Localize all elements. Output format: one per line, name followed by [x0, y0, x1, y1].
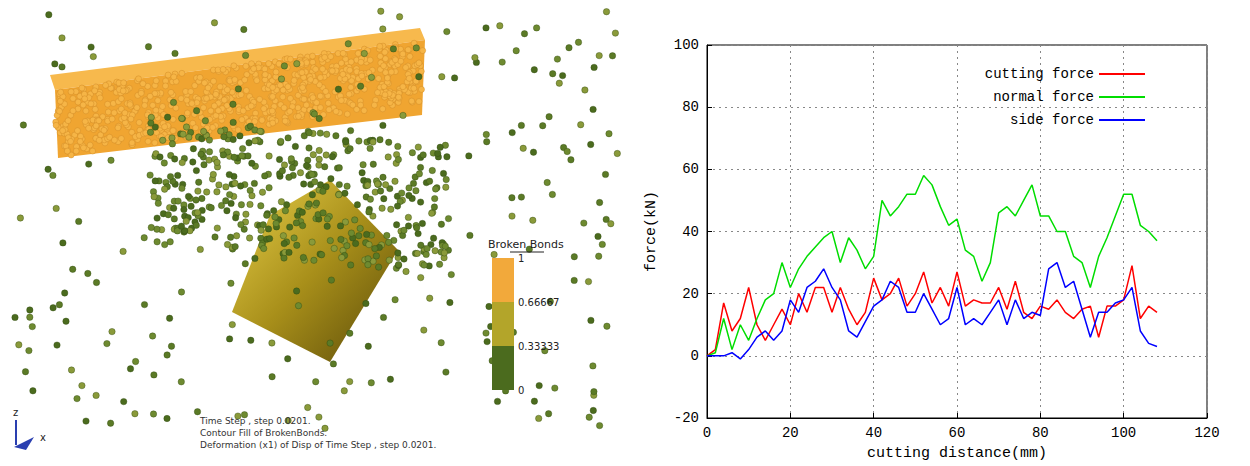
svg-text:z: z	[13, 407, 18, 418]
svg-text:cutting distance(mm): cutting distance(mm)	[867, 445, 1047, 462]
svg-text:0: 0	[518, 385, 524, 396]
svg-text:0: 0	[703, 425, 711, 441]
svg-text:80: 80	[682, 99, 699, 115]
svg-text:Time Step , step 0.0201.: Time Step , step 0.0201.	[199, 416, 311, 426]
svg-text:80: 80	[1032, 425, 1049, 441]
svg-text:20: 20	[682, 286, 699, 302]
svg-text:40: 40	[682, 224, 699, 240]
svg-text:cutting force: cutting force	[985, 66, 1094, 82]
svg-text:Contour Fill of BrokenBonds.: Contour Fill of BrokenBonds.	[200, 428, 327, 438]
svg-text:0.33333: 0.33333	[518, 341, 559, 352]
svg-text:60: 60	[949, 425, 966, 441]
svg-text:20: 20	[782, 425, 799, 441]
svg-text:x: x	[40, 432, 46, 443]
svg-text:Deformation (x1) of Disp of Ti: Deformation (x1) of Disp of Time Step , …	[200, 440, 436, 450]
svg-text:120: 120	[1194, 425, 1219, 441]
svg-text:Broken Bonds: Broken Bonds	[488, 238, 564, 251]
svg-text:100: 100	[674, 37, 699, 53]
svg-text:60: 60	[682, 161, 699, 177]
svg-text:100: 100	[1111, 425, 1136, 441]
svg-text:side force: side force	[1010, 112, 1094, 128]
svg-text:normal force: normal force	[993, 89, 1094, 105]
svg-text:-20: -20	[674, 410, 699, 426]
svg-text:0.66667: 0.66667	[518, 297, 559, 308]
svg-text:force(kN): force(kN)	[643, 191, 660, 272]
svg-text:0: 0	[691, 348, 699, 364]
svg-text:1: 1	[518, 253, 524, 264]
svg-text:40: 40	[865, 425, 882, 441]
